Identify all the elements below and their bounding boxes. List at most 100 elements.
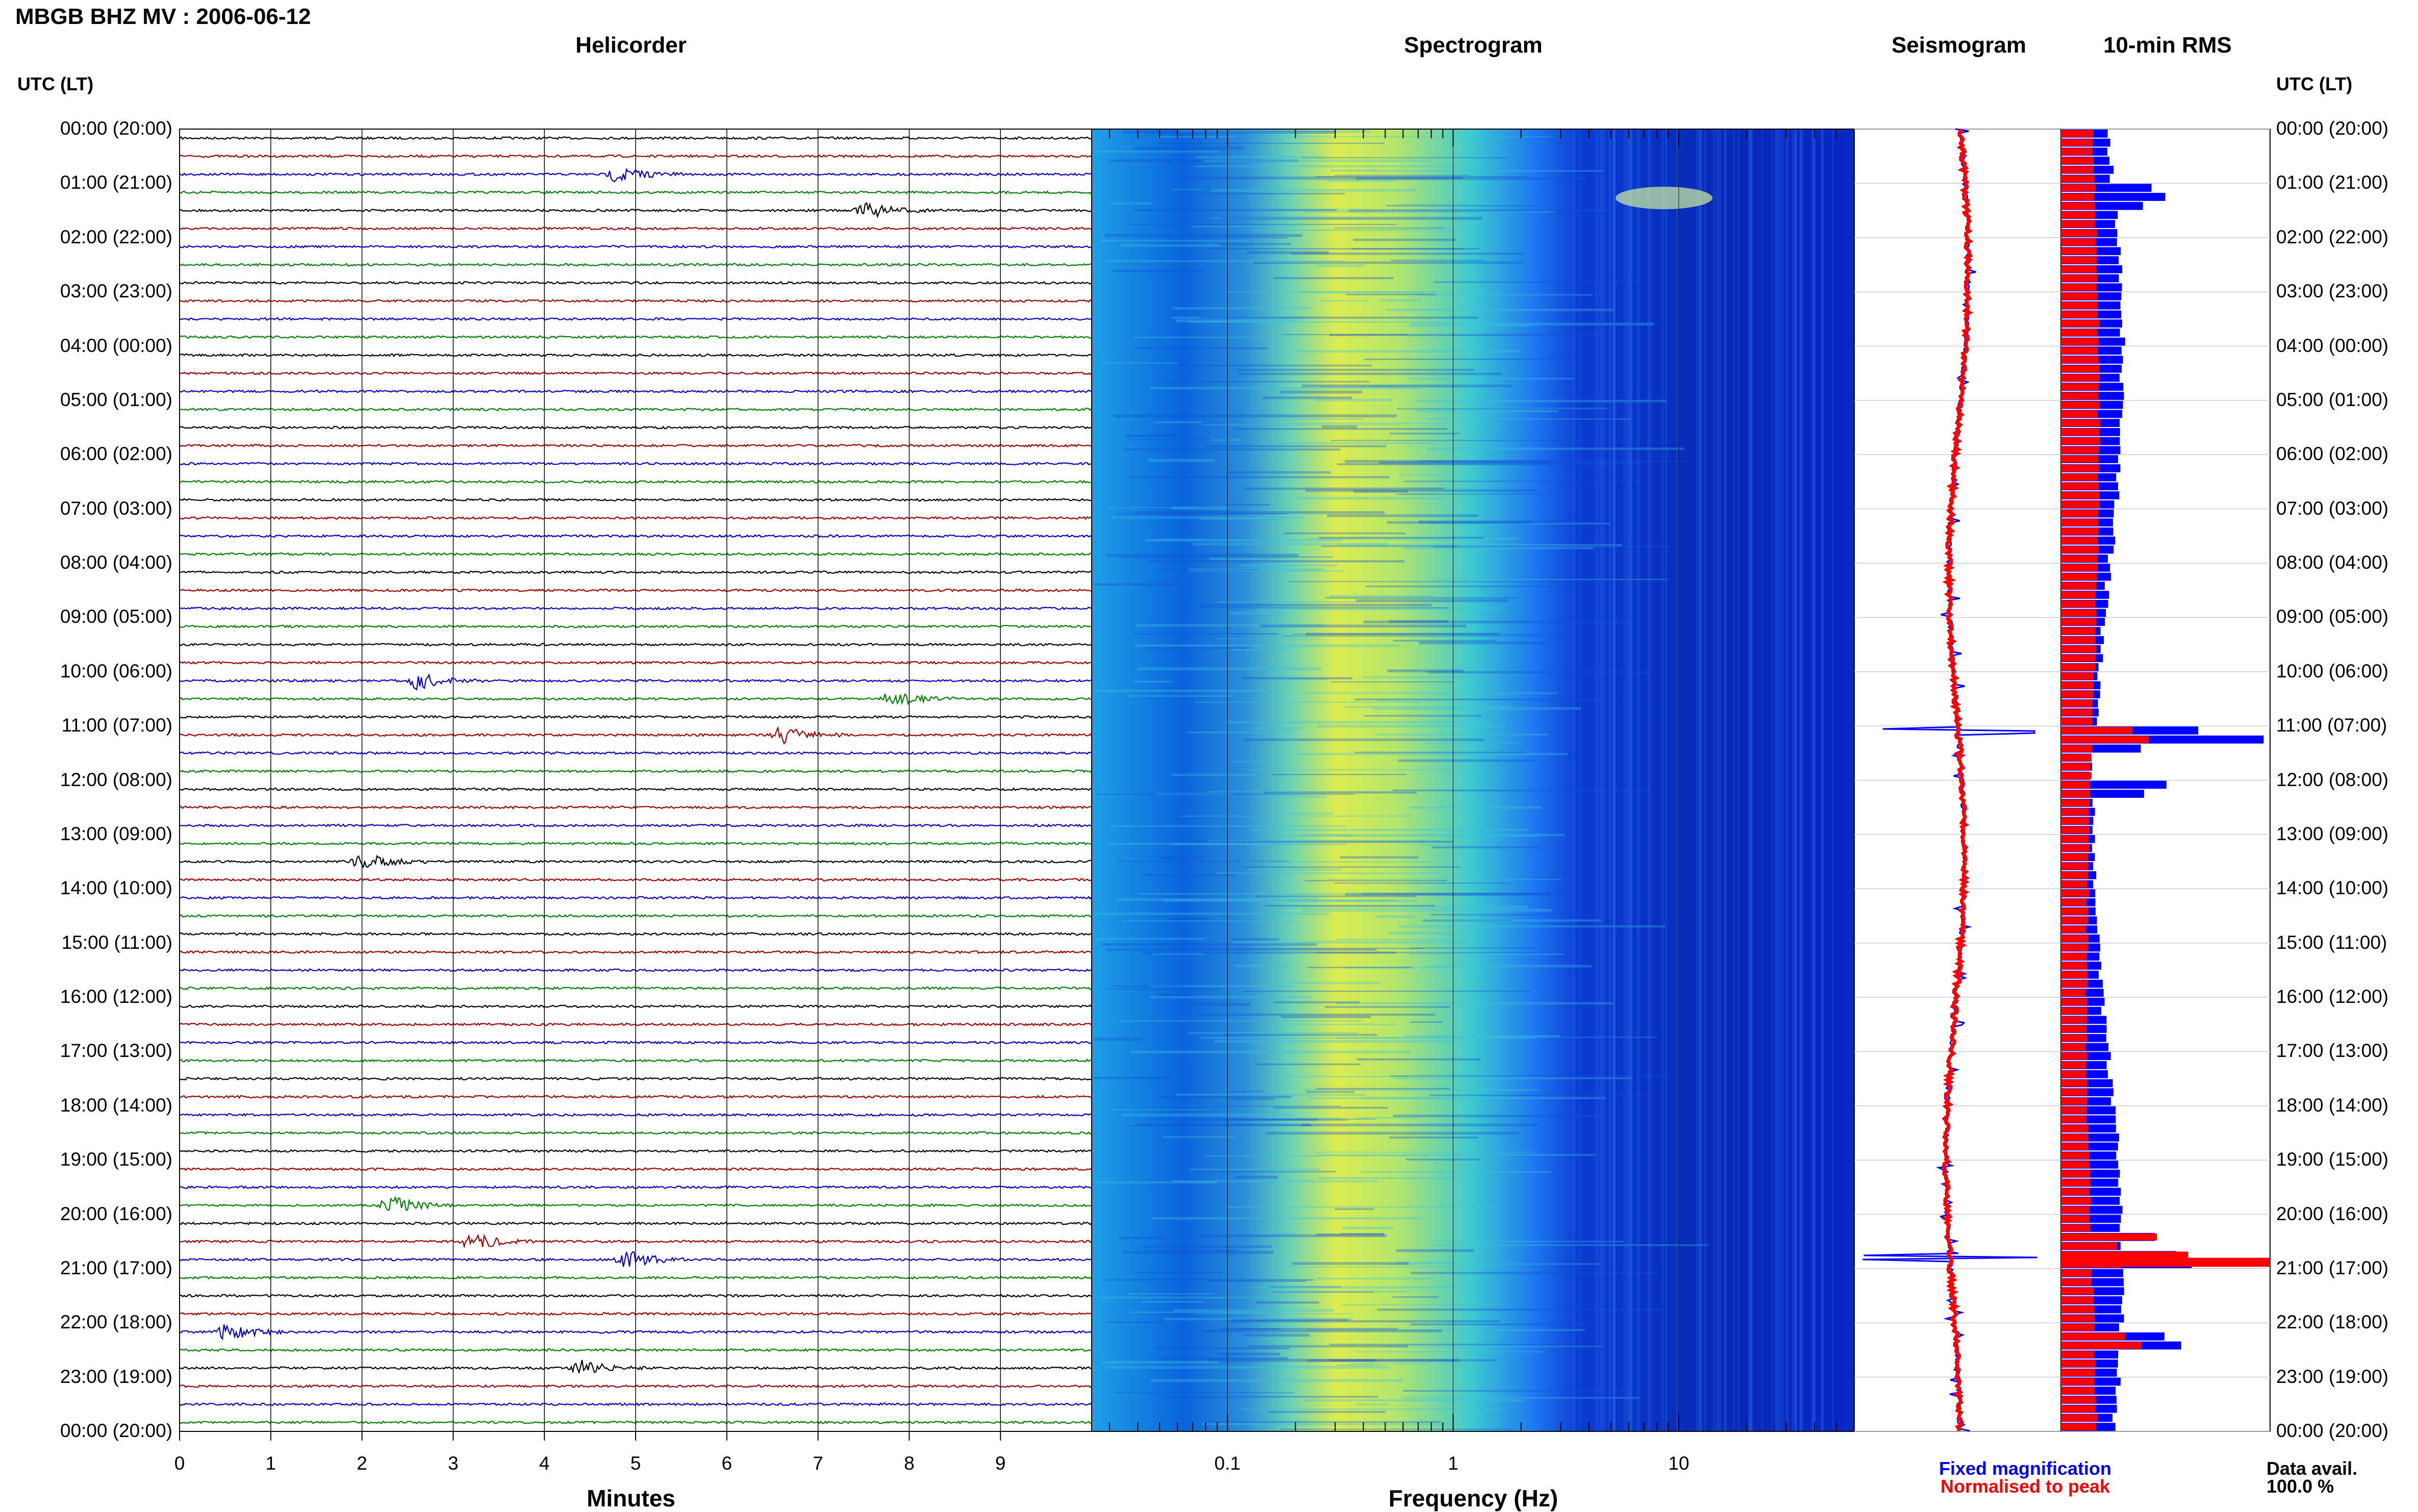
spectrogram-band <box>1282 422 1440 424</box>
spectrogram-stripe <box>1761 129 1763 1431</box>
spectrogram-band <box>1239 372 1502 375</box>
spectrogram-band <box>1429 1094 1646 1096</box>
helicorder-panel <box>179 129 1092 1441</box>
spectrogram-stripe <box>1814 129 1816 1431</box>
spectrogram-band <box>1345 706 1512 708</box>
spectrogram-band <box>1162 1136 1235 1138</box>
spectrogram-band <box>1398 925 1666 928</box>
rms-bar-normalised <box>2061 1206 2089 1214</box>
spectrogram-stripe <box>1792 129 1794 1431</box>
spectrogram-band <box>1370 170 1603 172</box>
spectrogram-band <box>1334 227 1446 229</box>
spectrogram-band <box>1201 517 1262 520</box>
rms-bar-normalised <box>2061 1025 2086 1032</box>
spectrogram-band <box>1105 1279 1314 1281</box>
spectrogram-band <box>1157 1357 1289 1360</box>
rms-bar-normalised <box>2061 1414 2098 1422</box>
spectrogram-band <box>1423 408 1608 410</box>
spectrogram-band <box>1388 931 1464 935</box>
spectrogram-band <box>1342 1304 1503 1306</box>
spectrogram-band <box>1427 447 1684 450</box>
spectrogram-band <box>1315 952 1567 953</box>
spectrogram-band <box>1334 1208 1374 1211</box>
spectrogram-band <box>1353 490 1408 493</box>
rms-bar-normalised <box>2061 718 2093 725</box>
rms-bar-normalised <box>2061 564 2098 571</box>
spectrogram-band <box>1172 843 1347 845</box>
rms-bar-normalised <box>2061 1034 2087 1042</box>
time-label-left: 13:00 (09:00) <box>60 823 172 844</box>
spectrogram-tick-label: 0.1 <box>1214 1453 1241 1474</box>
spectrogram-band <box>1207 1358 1459 1362</box>
spectrogram-band <box>1305 1091 1354 1093</box>
rms-bar-normalised <box>2061 528 2099 535</box>
spectrogram-band <box>1200 316 1478 319</box>
spectrogram-stripe <box>1613 129 1616 1431</box>
spectrogram-band <box>1211 189 1418 192</box>
spectrogram-stripe <box>1630 129 1632 1431</box>
spectrogram-band <box>1188 1031 1358 1034</box>
time-label-left: 04:00 (00:00) <box>60 335 172 356</box>
spectrogram-band <box>1327 179 1396 182</box>
rms-bar-normalised <box>2061 437 2100 445</box>
spectrogram-band <box>1192 947 1424 949</box>
rms-bar-normalised <box>2061 636 2096 644</box>
rms-bar-normalised <box>2061 1007 2087 1015</box>
spectrogram-band <box>1228 1091 1264 1092</box>
time-label-right: 08:00 (04:00) <box>2276 552 2389 573</box>
rms-bar-normalised <box>2061 772 2092 779</box>
rms-bar-normalised <box>2061 880 2087 888</box>
time-label-right: 16:00 (12:00) <box>2276 986 2389 1007</box>
spectrogram-band <box>1354 751 1524 753</box>
spectrogram-band <box>1329 334 1598 337</box>
spectrogram-band <box>1159 1095 1292 1098</box>
spectrogram-band <box>1348 209 1613 212</box>
spectrogram-band <box>1268 1410 1386 1413</box>
spectrogram-band <box>1126 1124 1313 1126</box>
helicorder-tick-label: 5 <box>630 1453 641 1474</box>
rms-bar-normalised <box>2061 230 2097 237</box>
spectrogram-stripe <box>1595 129 1599 1431</box>
spectrogram-stripe <box>1572 129 1575 1431</box>
spectrogram-band <box>1409 953 1564 955</box>
spectrogram-band <box>1433 545 1670 548</box>
spectrogram-band <box>1409 882 1481 884</box>
spectrogram-tick-label: 10 <box>1668 1453 1690 1474</box>
spectrogram-band <box>1216 243 1291 245</box>
rms-bar-normalised <box>2061 691 2094 698</box>
spectrogram-band <box>1265 904 1435 907</box>
spectrogram-stripe <box>1793 129 1797 1431</box>
rms-bar-normalised <box>2061 1423 2096 1430</box>
spectrogram-band <box>1122 920 1296 922</box>
spectrogram-band <box>1104 1366 1390 1369</box>
spectrogram-band <box>1244 866 1460 868</box>
rms-bar-normalised <box>2061 1179 2090 1187</box>
spectrogram-stripe <box>1579 129 1581 1431</box>
spectrogram-band <box>1130 1311 1280 1313</box>
rms-bar-normalised <box>2061 573 2097 581</box>
time-label-left: 20:00 (16:00) <box>60 1203 172 1224</box>
rms-bar-normalised <box>2061 1387 2095 1395</box>
spectrogram-band <box>1196 1013 1435 1016</box>
spectrogram-band <box>1315 175 1529 178</box>
spectrogram-band <box>1331 1359 1497 1362</box>
rms-bar-normalised <box>2061 826 2090 834</box>
rms-bar-normalised <box>2061 265 2097 273</box>
spectrogram-band <box>1320 300 1370 301</box>
spectrogram-stripe <box>1608 129 1611 1431</box>
rms-panel <box>2060 129 2271 1432</box>
spectrogram-band <box>1189 1168 1320 1171</box>
spectrogram-stripe <box>1598 129 1601 1431</box>
spectrogram-band <box>1125 434 1179 437</box>
rms-bar-normalised <box>2061 1106 2087 1114</box>
spectrogram-band <box>1111 985 1183 987</box>
spectrogram-band <box>1134 209 1337 212</box>
rms-bar-normalised <box>2061 817 2089 825</box>
time-label-right: 18:00 (14:00) <box>2276 1094 2389 1116</box>
spectrogram-stripe <box>1812 129 1816 1431</box>
time-label-right: 14:00 (10:00) <box>2276 877 2389 899</box>
spectrogram-band <box>1195 701 1422 703</box>
spectrogram-band <box>1097 1296 1274 1299</box>
spectrogram-band <box>1426 1037 1656 1038</box>
spectrogram-band <box>1398 203 1483 205</box>
